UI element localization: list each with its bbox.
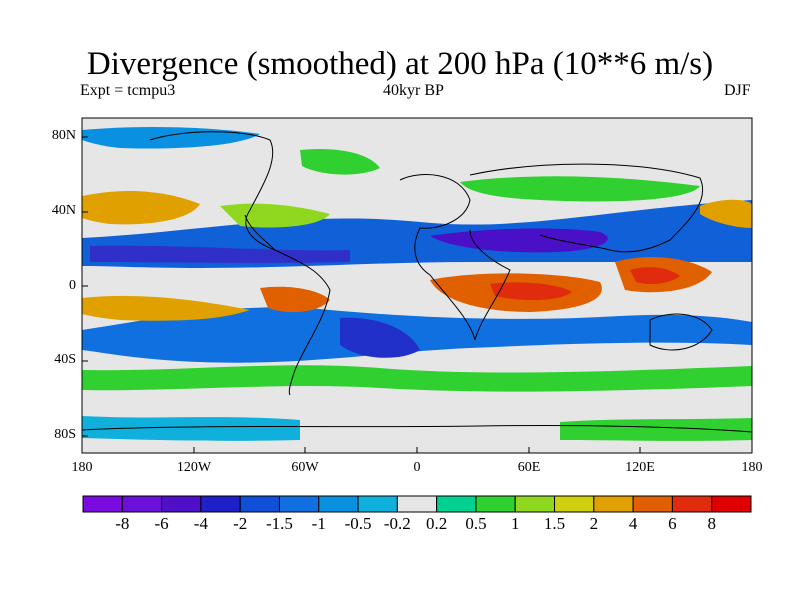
colorbar-label: -1.5 <box>266 514 293 533</box>
colorbar-label: 1 <box>510 514 520 533</box>
northwest-pacific-positive <box>700 199 752 228</box>
colorbar-swatch <box>318 495 359 513</box>
colorbar-swatch <box>593 495 634 513</box>
lon-label-60w: 60W <box>291 460 319 475</box>
deep-blue-pacific <box>90 245 350 263</box>
asia-coast <box>469 163 704 253</box>
australia-coast <box>649 313 713 351</box>
africa-europe-coast <box>399 174 511 341</box>
south-america-positive <box>260 286 330 313</box>
colorbar-label: 0.5 <box>465 514 487 533</box>
antarctic-green <box>560 418 752 441</box>
experiment-label: Expt = tcmpu3 <box>80 82 176 99</box>
colorbar-label: -1 <box>311 514 326 533</box>
lon-label-120e: 120E <box>625 460 655 475</box>
lon-label-0: 0 <box>413 460 421 475</box>
colorbar-swatch <box>82 495 123 513</box>
colorbar-swatch <box>278 495 320 513</box>
colorbar-label: 2 <box>589 514 599 533</box>
south-blue-band <box>82 307 752 363</box>
antarctica-coast <box>82 424 752 433</box>
period-label: 40kyr BP <box>383 82 444 99</box>
colorbar-label: -8 <box>115 514 130 533</box>
colorbar-swatch <box>554 495 595 513</box>
maritime-continent-core <box>630 267 680 284</box>
map-ticks <box>82 136 641 453</box>
lon-label-180e: 180 <box>741 460 763 475</box>
colorbar-label: -0.2 <box>383 514 411 533</box>
lat-label-80n: 80N <box>51 128 76 143</box>
lon-label-180w: 180 <box>71 460 93 475</box>
south-atlantic-blue <box>340 317 420 358</box>
lon-label-120w: 120W <box>176 460 212 475</box>
colorbar-swatch <box>671 495 713 513</box>
arctic-blue <box>82 127 260 149</box>
north-pacific-positive <box>82 190 200 225</box>
chart-title: Divergence (smoothed) at 200 hPa (10**6 … <box>86 46 714 82</box>
lon-label-60e: 60E <box>517 460 541 475</box>
colorbar-label: -0.5 <box>344 514 372 533</box>
coastlines <box>82 131 752 433</box>
season-label: DJF <box>724 82 751 99</box>
colorbar <box>82 495 752 513</box>
deep-blue-africa-asia <box>430 228 608 253</box>
colorbar-label: 6 <box>668 514 677 533</box>
colorbar-swatch <box>121 495 163 513</box>
southern-green-band <box>82 365 752 392</box>
colorbar-swatch <box>475 495 516 513</box>
colorbar-swatch <box>436 495 477 513</box>
colorbar-swatch <box>711 495 752 513</box>
east-pacific-positive <box>82 295 250 321</box>
north-america-coast <box>149 131 276 251</box>
colorbar-swatch <box>632 495 673 513</box>
colorbar-swatch <box>200 495 241 513</box>
colorbar-label: -2 <box>233 514 248 533</box>
lat-label-40s: 40S <box>54 352 76 367</box>
colorbar-swatch <box>239 495 280 513</box>
colorbar-label: 1.5 <box>543 514 566 533</box>
colorbar-swatch <box>396 495 438 513</box>
colorbar-label: 4 <box>628 514 638 533</box>
greenland-green <box>300 148 380 175</box>
colorbar-label: 8 <box>707 514 716 533</box>
colorbar-swatch <box>514 495 556 513</box>
africa-positive-core <box>490 282 572 301</box>
colorbar-label: 0.2 <box>426 514 448 533</box>
south-america-coast <box>274 249 331 396</box>
lat-label-0: 0 <box>69 278 76 293</box>
colorbar-label: -4 <box>193 514 208 533</box>
antarctic-blue <box>82 416 300 441</box>
colorbar-swatch <box>161 495 202 513</box>
lat-label-80s: 80S <box>54 427 76 442</box>
lat-label-40n: 40N <box>51 203 76 218</box>
colorbar-label: -6 <box>154 514 169 533</box>
colorbar-swatch <box>357 495 398 513</box>
eurasia-green <box>460 176 700 202</box>
